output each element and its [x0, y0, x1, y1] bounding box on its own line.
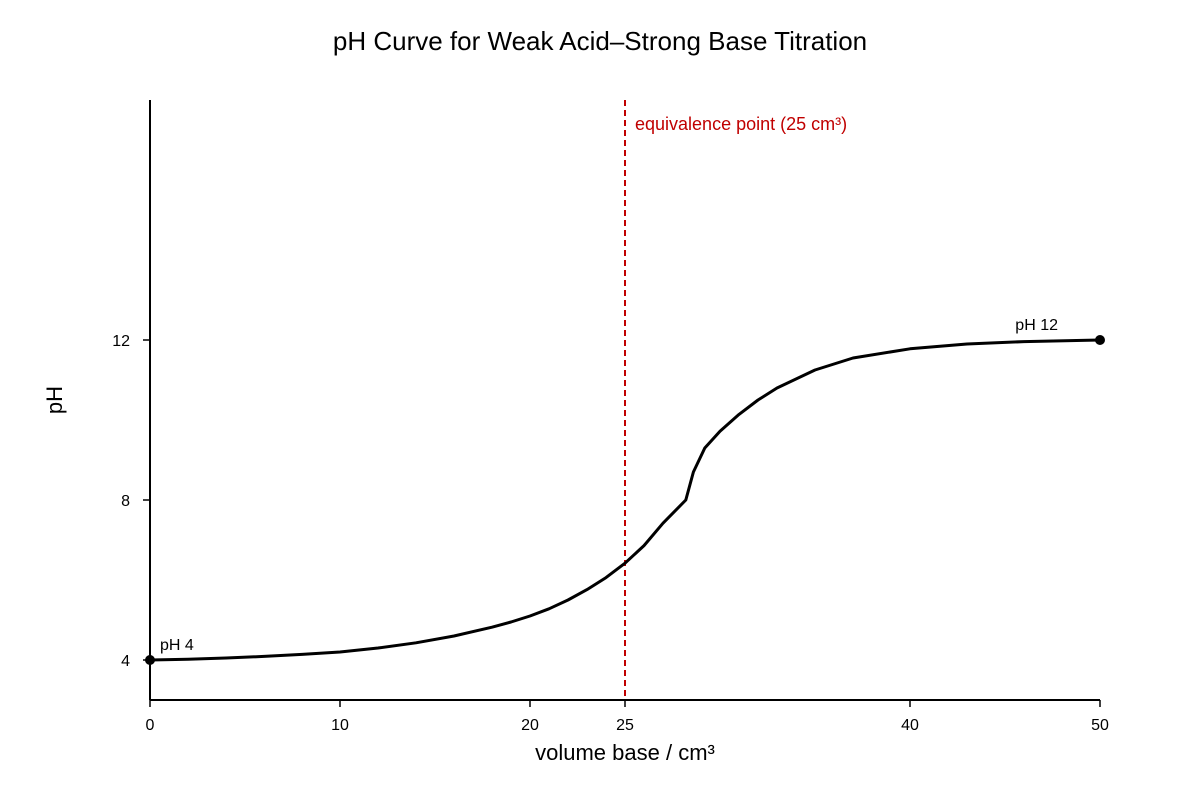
- x-tick-label: 20: [521, 717, 539, 734]
- series-line: [148, 338, 1102, 662]
- y-tick-label: 8: [121, 493, 130, 510]
- endpoint-marker: [1095, 335, 1105, 345]
- y-axis-title: pH: [42, 386, 67, 414]
- equivalence-group: equivalence point (25 cm³): [624, 100, 847, 700]
- y-tick-label: 4: [121, 653, 130, 670]
- x-tick-label: 25: [616, 717, 634, 734]
- x-tick-label: 10: [331, 717, 349, 734]
- chart-title: pH Curve for Weak Acid–Strong Base Titra…: [333, 26, 867, 56]
- x-tick-label: 0: [146, 717, 155, 734]
- equivalence-label: equivalence point (25 cm³): [635, 114, 847, 134]
- x-tick-label: 40: [901, 717, 919, 734]
- x-ticks: 0 10 20 25 40 50: [146, 700, 1109, 734]
- endpoint-label: pH 12: [1015, 317, 1058, 334]
- x-axis-title: volume base / cm³: [535, 740, 715, 765]
- endpoint-label: pH 4: [160, 637, 194, 654]
- endpoint-marker: [145, 655, 155, 665]
- y-tick-label: 12: [112, 333, 130, 350]
- annotations: pH 4 pH 12: [145, 317, 1105, 665]
- y-ticks: 4 8 12: [112, 333, 150, 670]
- x-tick-label: 50: [1091, 717, 1109, 734]
